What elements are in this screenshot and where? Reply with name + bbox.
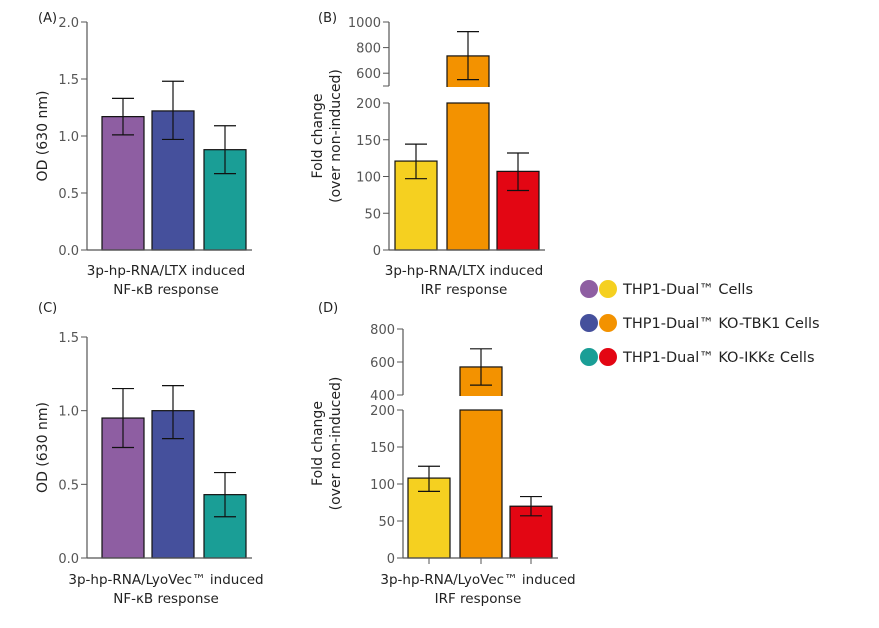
legend-label: THP1-Dual™ Cells [622, 282, 753, 298]
x-axis-label: IRF response [435, 591, 522, 607]
bar-lower [459, 409, 503, 559]
y-axis-label: OD (630 nm) [35, 91, 51, 182]
y-tick-label: 1.5 [58, 73, 79, 88]
bar-lower [446, 102, 490, 251]
bar [101, 116, 145, 251]
y-axis-label: OD (630 nm) [35, 402, 51, 493]
y-tick-label: 150 [356, 134, 381, 149]
y-tick-label: 600 [370, 356, 395, 371]
chart-panel-c: (C) 0.0 0.5 1.0 1.5 OD (630 nm) 3p-hp-RNA/LyoV… [35, 301, 264, 607]
legend-item: THP1-Dual™ KO-TBK1 Cells [580, 314, 820, 332]
y-tick-label: 800 [370, 323, 395, 338]
y-tick-label: 0.5 [58, 187, 79, 202]
panel-label: (D) [318, 301, 338, 316]
y-tick-label: 100 [370, 478, 395, 493]
y-axis-label: (over non-induced) [328, 69, 344, 203]
y-tick-label: 1.0 [58, 405, 79, 420]
x-axis-label: NF-κB response [113, 591, 219, 607]
y-tick-label: 1000 [348, 16, 381, 31]
y-tick-label: 200 [356, 97, 381, 112]
legend-swatch [599, 314, 617, 332]
y-tick-label: 100 [356, 171, 381, 186]
legend-label: THP1-Dual™ KO-TBK1 Cells [622, 316, 820, 332]
y-axis-label: (over non-induced) [328, 377, 344, 511]
x-axis-label: 3p-hp-RNA/LyoVec™ induced [68, 572, 263, 588]
legend-item: THP1-Dual™ KO-IKKε Cells [580, 348, 815, 366]
axis-break-gap [459, 396, 503, 409]
y-tick-label: 600 [356, 67, 381, 82]
x-axis-label: 3p-hp-RNA/LyoVec™ induced [380, 572, 575, 588]
y-tick-label: 0 [373, 244, 381, 259]
y-tick-label: 400 [370, 389, 395, 404]
y-axis-label: Fold change [310, 94, 326, 179]
legend-swatch [599, 348, 617, 366]
y-tick-label: 0.5 [58, 478, 79, 493]
legend: THP1-Dual™ Cells THP1-Dual™ KO-TBK1 Cells… [580, 280, 820, 366]
y-tick-label: 800 [356, 42, 381, 57]
legend-swatch [599, 280, 617, 298]
chart-panel-b: (B) 0 50 100 150 200 600 800 1000 Fold change (ove… [310, 11, 545, 298]
y-tick-label: 2.0 [58, 16, 79, 31]
y-tick-label: 1.5 [58, 331, 79, 346]
legend-swatch [580, 348, 598, 366]
legend-swatch [580, 280, 598, 298]
x-axis-label: NF-κB response [113, 282, 219, 298]
y-tick-label: 1.0 [58, 130, 79, 145]
y-tick-label: 50 [364, 207, 381, 222]
legend-swatch [580, 314, 598, 332]
y-axis-label: Fold change [310, 401, 326, 486]
y-tick-label: 150 [370, 441, 395, 456]
y-tick-label: 0.0 [58, 244, 79, 259]
panel-label: (C) [38, 301, 57, 316]
x-axis-label: 3p-hp-RNA/LTX induced [87, 263, 245, 279]
y-tick-label: 0.0 [58, 552, 79, 567]
chart-panel-a: (A) 0.0 0.5 1.0 1.5 2.0 OD (630 nm) 3p-hp-RNA/L… [35, 11, 252, 298]
y-tick-label: 0 [387, 552, 395, 567]
y-tick-label: 200 [370, 404, 395, 419]
x-axis-label: IRF response [421, 282, 508, 298]
axis-break-gap [446, 87, 490, 102]
y-tick-label: 50 [378, 515, 395, 530]
legend-item: THP1-Dual™ Cells [580, 280, 753, 298]
legend-label: THP1-Dual™ KO-IKKε Cells [622, 350, 815, 366]
panel-label: (A) [38, 11, 57, 26]
x-axis-label: 3p-hp-RNA/LTX induced [385, 263, 543, 279]
panel-label: (B) [318, 11, 337, 26]
